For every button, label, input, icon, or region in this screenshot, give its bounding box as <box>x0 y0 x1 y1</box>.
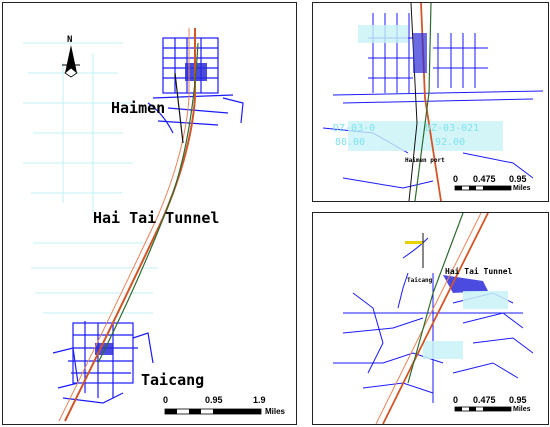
haimen-port-label: Haimen port <box>405 157 445 164</box>
main-map-panel: N Haimen Hai Tai Tunnel Taicang 0 0.95 1… <box>2 2 297 425</box>
background-cyan-features <box>23 42 158 314</box>
inset-bottom-yellow-marker <box>405 241 423 244</box>
main-scale-unit: Miles <box>265 407 286 416</box>
inset-bottom-scale-unit: Miles <box>513 406 531 413</box>
inset-bottom-canvas <box>333 213 534 424</box>
inset-bottom-scale-tick-2: 0.95 <box>509 395 527 405</box>
tunnel-line-parallel <box>58 28 190 422</box>
main-scale-tick-2: 1.9 <box>253 395 266 405</box>
tunnel-line <box>64 28 196 422</box>
main-scale-tick-1: 0.95 <box>205 395 223 405</box>
haimen-road-network <box>147 37 244 134</box>
inset-top-road-network <box>322 13 544 189</box>
taicang-label: Taicang <box>141 371 205 389</box>
inset-top-code-left: DZ-03-0 <box>333 123 376 134</box>
inset-bottom-tunnel-line-parallel <box>375 213 482 424</box>
main-scale-bar <box>164 408 262 415</box>
north-label: N <box>67 35 73 45</box>
inset-bottom-tunnel-line <box>382 213 489 424</box>
north-arrow-icon <box>62 45 80 78</box>
hai-tai-tunnel-label: Hai Tai Tunnel <box>93 209 220 227</box>
route-line-dark <box>174 72 184 144</box>
inset-top-code-right: DZ-03-021 <box>425 123 480 134</box>
inset-bottom-route-line <box>407 213 464 384</box>
inset-bottom-cyan-features <box>423 291 508 359</box>
taicang-road-network <box>52 321 154 404</box>
inset-top-value-right: 92.00 <box>435 137 466 148</box>
inset-bottom-scale-bar <box>454 406 512 412</box>
main-scale-tick-0: 0 <box>163 395 169 405</box>
inset-top-scale-tick-1: 0.475 <box>473 174 496 184</box>
haimen-label: Haimen <box>111 99 166 117</box>
inset-top-route-line <box>414 3 432 201</box>
inset-top-tunnel-line <box>420 3 442 201</box>
inset-bottom-scale-tick-1: 0.475 <box>473 395 496 405</box>
main-map-canvas <box>23 28 262 422</box>
inset-top-panel: DZ-03-0 88.00 DZ-03-021 92.00 Haimen por… <box>312 2 549 202</box>
inset-top-scale-tick-0: 0 <box>453 174 459 184</box>
inset-bottom-road-network <box>333 237 534 403</box>
inset-top-dense-block <box>413 33 427 73</box>
inset-bottom-taicang-label: Taicang <box>407 277 433 284</box>
inset-bottom-tunnel-label: Hai Tai Tunnel <box>445 267 513 276</box>
inset-top-canvas <box>322 3 544 201</box>
inset-top-scale-tick-2: 0.95 <box>509 174 527 184</box>
inset-top-value-left: 88.00 <box>335 137 366 148</box>
inset-bottom-scale-tick-0: 0 <box>453 395 459 405</box>
inset-top-scale-unit: Miles <box>513 185 531 192</box>
inset-bottom-panel: Hai Tai Tunnel Taicang 0 0.475 0.95 Mile… <box>312 212 549 425</box>
route-line <box>97 42 199 364</box>
inset-top-scale-bar <box>454 185 512 191</box>
